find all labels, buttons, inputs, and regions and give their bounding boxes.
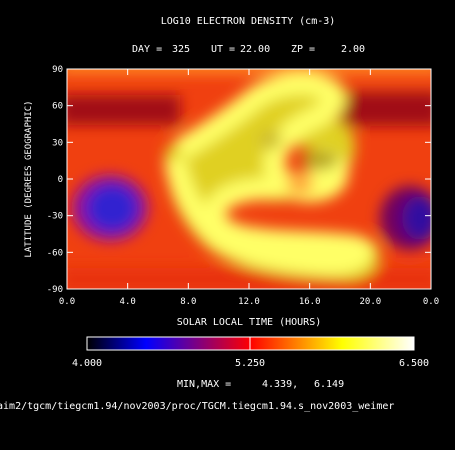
day-label: DAY = bbox=[132, 44, 162, 55]
zp-label: ZP = bbox=[291, 44, 315, 55]
ut-label: UT = bbox=[211, 44, 235, 55]
colorbar-mid-label: 5.250 bbox=[235, 358, 265, 369]
y-axis-label: LATITUDE (DEGREES GEOGRAPHIC) bbox=[24, 100, 34, 257]
x-tick-label: 0.0 bbox=[59, 297, 75, 307]
minmax-readout: MIN,MAX = 4.339, 6.149 bbox=[177, 379, 344, 390]
colorbar-max-label: 6.500 bbox=[399, 358, 429, 369]
colorbar-min-label: 4.000 bbox=[72, 358, 102, 369]
chart-title: LOG10 ELECTRON DENSITY (cm-3) bbox=[161, 16, 336, 27]
x-tick-label: 12.0 bbox=[238, 297, 260, 307]
chart-subtitle: DAY = 325 UT = 22.00 ZP = 2.00 bbox=[132, 44, 365, 55]
y-axis: 90 60 30 0 -30 -60 -90 bbox=[47, 65, 431, 295]
x-tick-label: 16.0 bbox=[299, 297, 321, 307]
file-path-footer: /aim2/tgcm/tiegcm1.94/nov2003/proc/TGCM.… bbox=[0, 401, 395, 412]
y-tick-label: 30 bbox=[52, 138, 63, 148]
y-tick-label: -60 bbox=[47, 248, 63, 258]
x-tick-label: 4.0 bbox=[120, 297, 136, 307]
heatmap-field bbox=[67, 69, 431, 289]
min-value: 4.339, bbox=[262, 379, 298, 390]
day-value: 325 bbox=[172, 44, 190, 55]
y-tick-label: -90 bbox=[47, 285, 63, 295]
y-tick-label: -30 bbox=[47, 212, 63, 222]
y-tick-label: 90 bbox=[52, 65, 63, 75]
colorbar: 4.000 5.250 6.500 bbox=[72, 336, 429, 369]
x-tick-label: 20.0 bbox=[359, 297, 381, 307]
x-axis: 0.0 4.0 8.0 12.0 16.0 20.0 0.0 bbox=[59, 69, 439, 307]
x-tick-label: 8.0 bbox=[180, 297, 196, 307]
y-tick-label: 0 bbox=[58, 175, 63, 185]
minmax-label: MIN,MAX = bbox=[177, 379, 231, 390]
max-value: 6.149 bbox=[314, 379, 344, 390]
y-tick-label: 60 bbox=[52, 102, 63, 112]
ut-value: 22.00 bbox=[240, 44, 270, 55]
x-axis-label: SOLAR LOCAL TIME (HOURS) bbox=[177, 317, 322, 328]
zp-value: 2.00 bbox=[341, 44, 365, 55]
x-tick-label: 0.0 bbox=[423, 297, 439, 307]
